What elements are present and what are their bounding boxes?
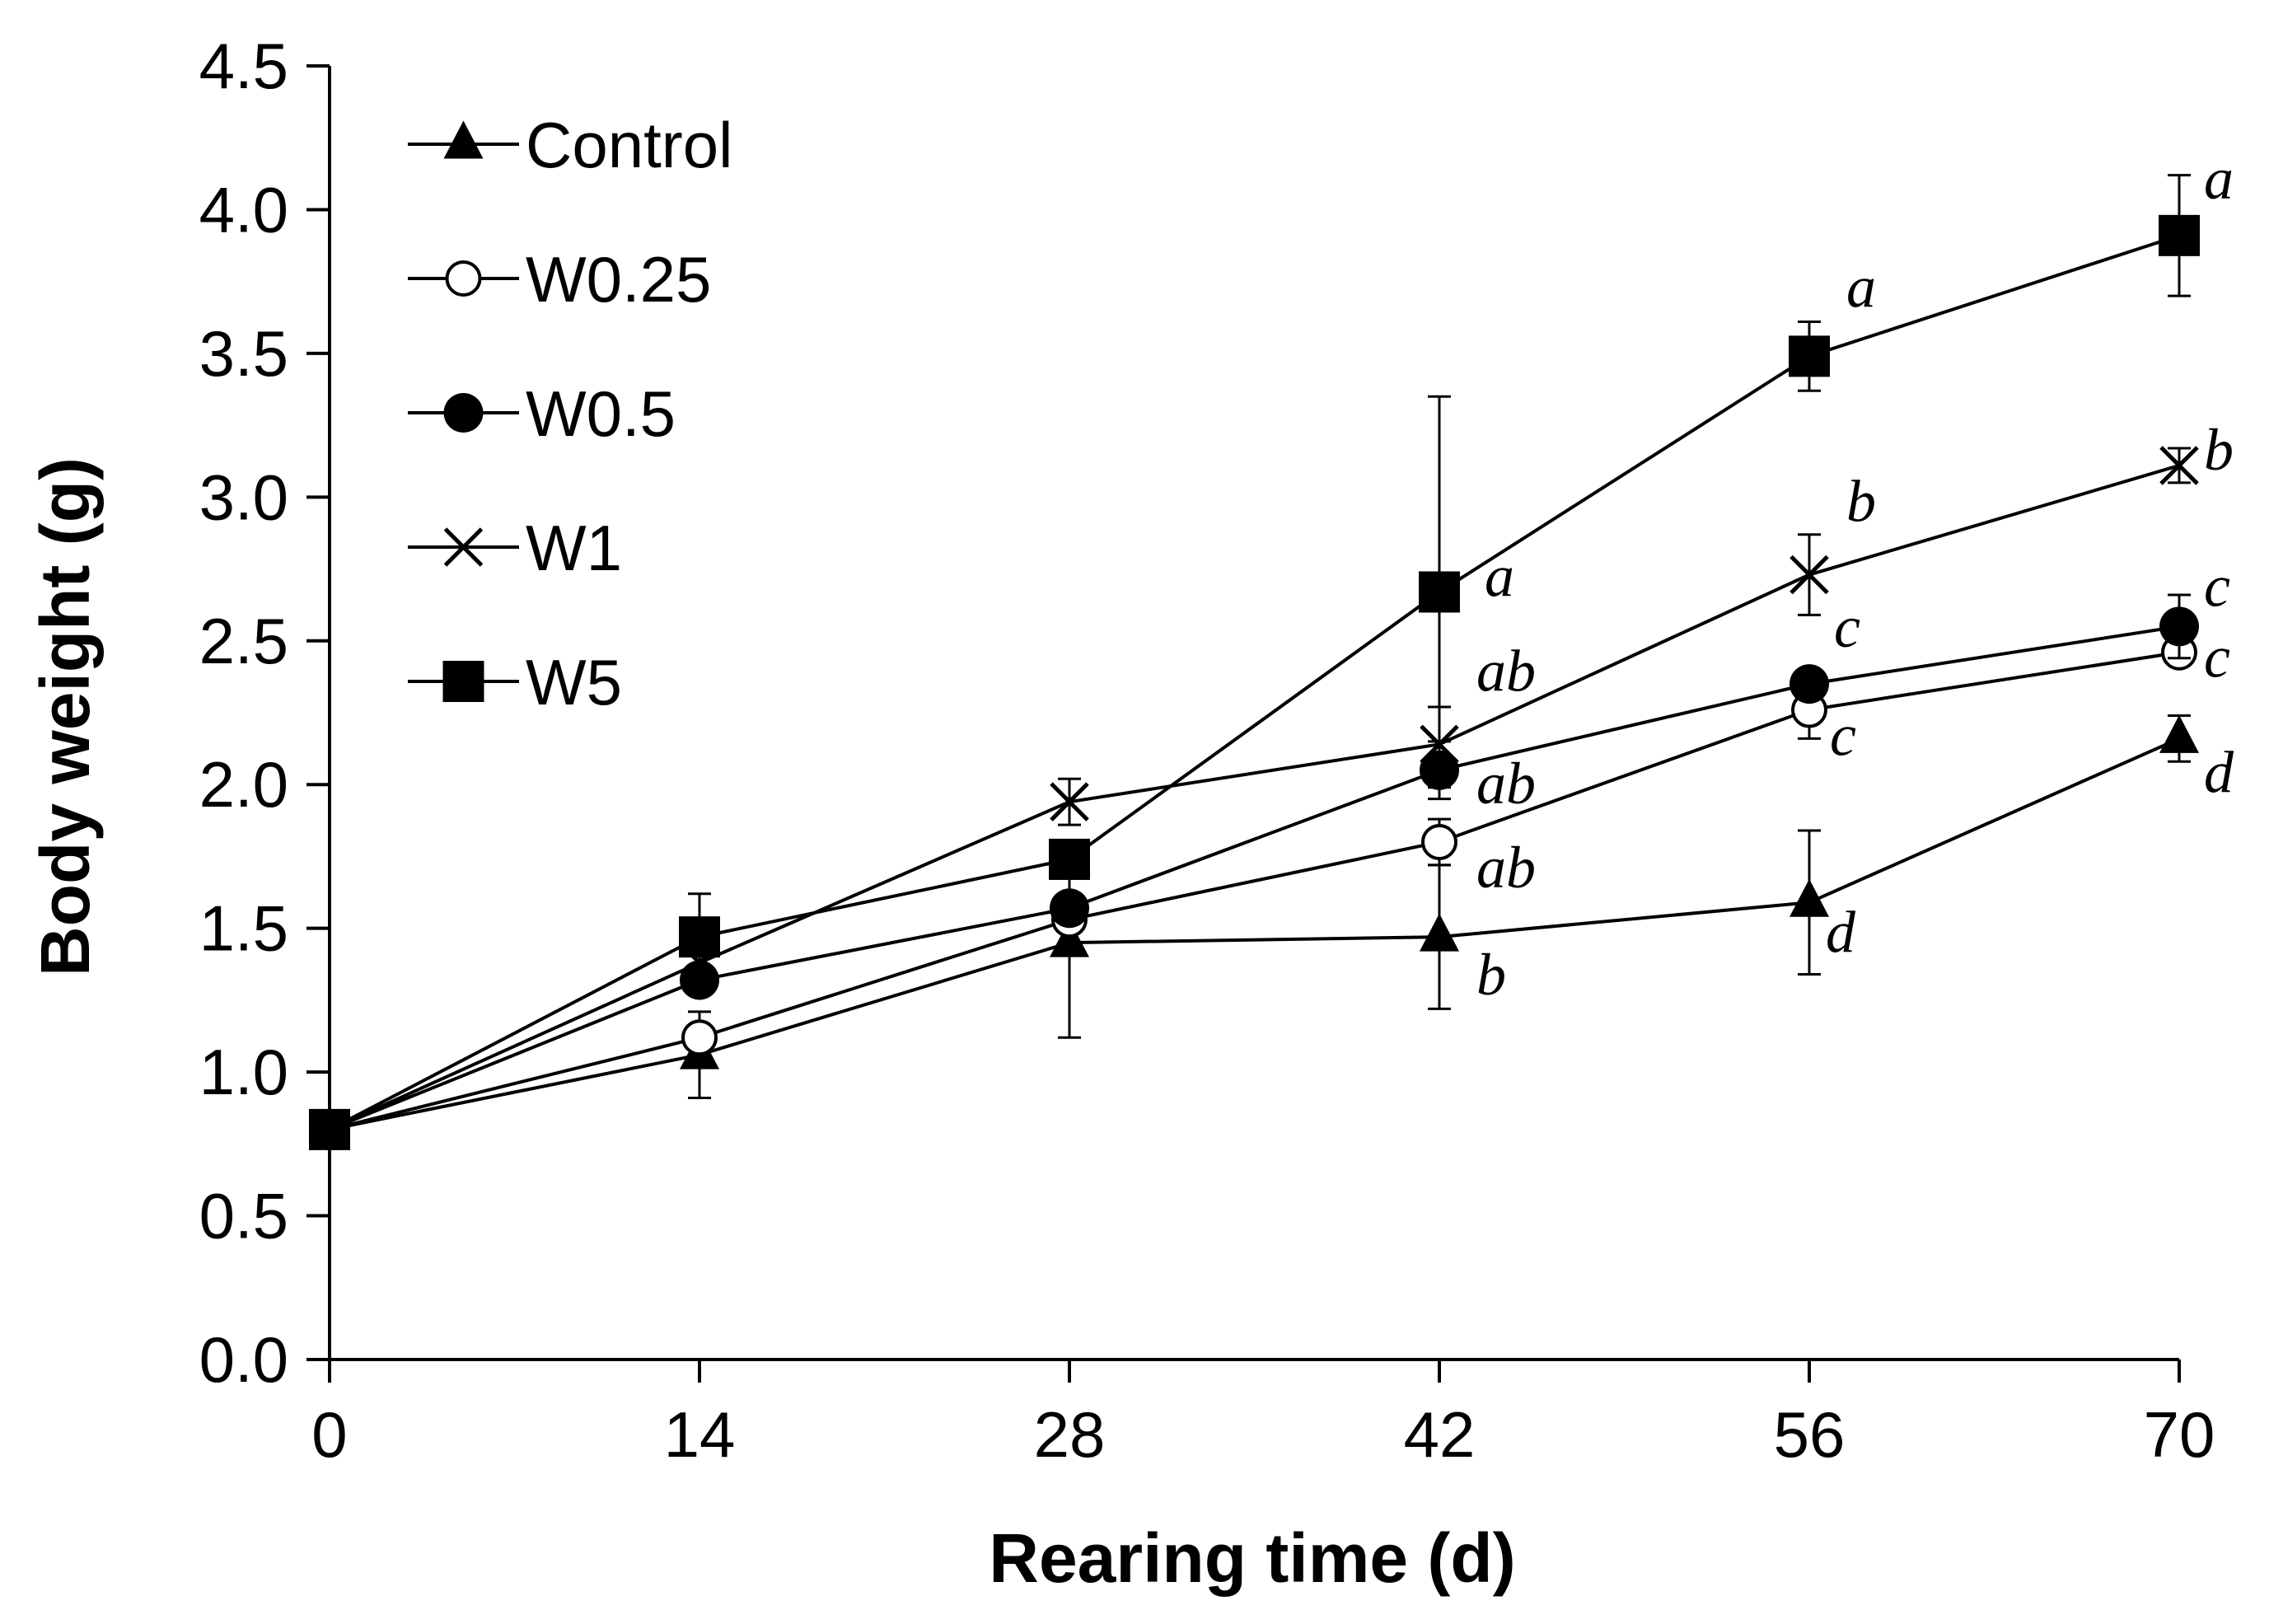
legend-marker	[443, 393, 484, 433]
y-tick-label: 2.0	[199, 748, 288, 821]
significance-letter: c	[1830, 703, 1856, 769]
legend-label: W1	[526, 512, 622, 584]
legend-label: W5	[526, 646, 622, 718]
x-tick-label: 0	[311, 1398, 347, 1471]
legend-marker	[442, 661, 484, 702]
data-point	[2159, 214, 2200, 256]
legend-marker	[443, 120, 484, 159]
data-point	[1050, 919, 1089, 957]
legend-item: W0.5	[408, 377, 676, 450]
data-point	[2159, 606, 2199, 647]
series-line	[329, 464, 2180, 1131]
y-tick-label: 4.0	[199, 173, 288, 246]
data-point	[1789, 878, 1829, 917]
y-tick-label: 1.0	[199, 1036, 288, 1108]
x-marker-stroke	[2159, 446, 2199, 485]
data-point	[681, 1019, 718, 1056]
data-point	[1049, 838, 1090, 880]
x-tick-label: 70	[2144, 1398, 2215, 1471]
series-line	[329, 233, 2180, 1131]
legend-item: W5	[408, 646, 622, 718]
legend-marker	[445, 260, 482, 297]
significance-letter: b	[1476, 942, 1506, 1008]
legend-marker	[443, 527, 484, 567]
y-tick-label: 2.5	[199, 605, 288, 677]
significance-letter: a	[2204, 146, 2234, 212]
data-point	[1050, 782, 1089, 821]
y-tick-label: 0.5	[199, 1180, 288, 1252]
y-tick-label: 4.5	[199, 30, 288, 102]
series-W5: a a a	[309, 146, 2234, 1150]
legend-item: Control	[408, 109, 732, 181]
data-point	[1789, 555, 1829, 595]
y-axis-title: Body weight (g)	[26, 457, 104, 976]
significance-letter: d	[2204, 739, 2234, 805]
y-tick-label: 0.0	[199, 1323, 288, 1396]
x-marker-stroke	[1050, 782, 1089, 821]
data-point	[1789, 664, 1829, 704]
data-point	[2159, 446, 2199, 485]
legend-label: W0.25	[526, 243, 711, 316]
significance-letter: d	[1826, 899, 1856, 965]
significance-letter: b	[2204, 417, 2234, 483]
data-point	[1050, 888, 1089, 929]
data-point	[1789, 335, 1830, 377]
x-tick-label: 14	[664, 1398, 736, 1471]
series-line	[329, 625, 2180, 1131]
series-Control: b d d	[310, 714, 2234, 1144]
y-tick-label: 1.5	[199, 892, 288, 965]
significance-letter: ab	[1476, 835, 1536, 901]
y-tick-label: 3.0	[199, 461, 288, 533]
legend-label: Control	[526, 109, 732, 181]
significance-letter: c	[1834, 594, 1860, 660]
x-axis-title: Rearing time (d)	[989, 1519, 1515, 1597]
series-W0.25: ab c c	[311, 625, 2230, 1148]
data-point	[1420, 913, 1459, 952]
significance-letter: ab	[1476, 638, 1536, 704]
data-point	[2159, 714, 2199, 753]
legend-item: W0.25	[408, 243, 711, 316]
significance-letter: c	[2204, 553, 2230, 619]
axes: 0.0 0.5 1.0 1.5 2.0 2.5 3.0 3.5 4.0 4.5 0 14 28 42 56 7…	[199, 30, 2215, 1471]
data-point	[679, 916, 720, 958]
series-line	[329, 650, 2180, 1131]
significance-letter: b	[1846, 469, 1876, 535]
legend-item: W1	[408, 512, 622, 584]
x-marker-stroke	[1789, 555, 1829, 595]
legend: Control W0.25 W0.5 W1 W5	[408, 109, 732, 718]
data-point	[1419, 571, 1460, 613]
data-point	[1421, 824, 1457, 860]
significance-letter: a	[1846, 254, 1876, 320]
x-marker-stroke	[443, 527, 484, 567]
data-point	[309, 1108, 350, 1150]
significance-letter: c	[2204, 625, 2230, 690]
x-tick-label: 28	[1034, 1398, 1106, 1471]
significance-letter: ab	[1476, 751, 1536, 817]
series-line	[329, 737, 2180, 1131]
significance-letter: a	[1485, 543, 1514, 609]
x-tick-label: 42	[1404, 1398, 1476, 1471]
legend-label: W0.5	[526, 377, 676, 450]
y-tick-label: 3.5	[199, 317, 288, 390]
x-tick-label: 56	[1774, 1398, 1846, 1471]
